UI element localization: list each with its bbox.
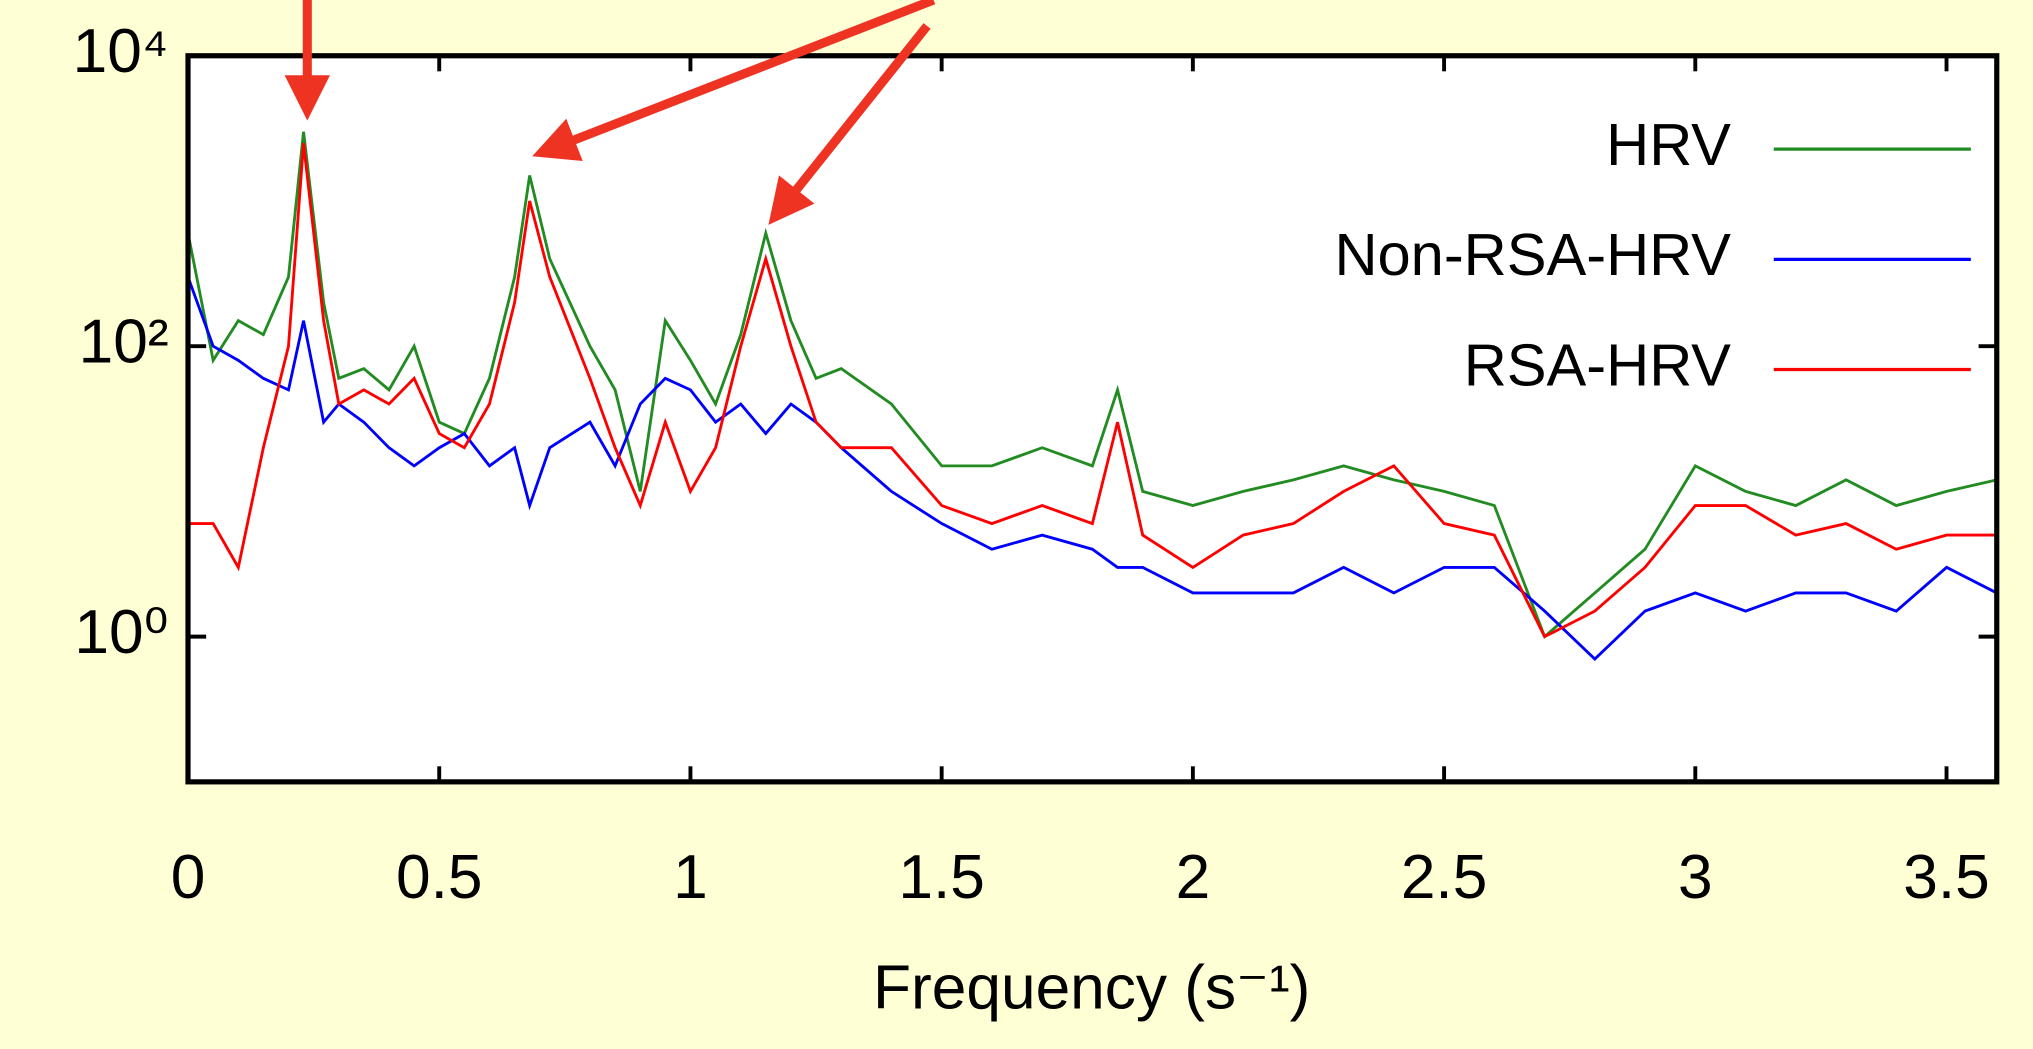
- x-tick-label: 0.5: [396, 843, 483, 912]
- series-line: [186, 276, 1998, 662]
- y-tick-label: 10²: [79, 308, 169, 377]
- x-tick-label: 0: [171, 843, 206, 912]
- legend-label: HRV: [1606, 111, 1731, 178]
- x-tick-label: 3: [1678, 843, 1713, 912]
- x-tick-label: 2: [1176, 843, 1211, 912]
- x-tick-label: 2.5: [1401, 843, 1488, 912]
- x-tick-label: 1.5: [898, 843, 985, 912]
- annotation-arrow: [532, 0, 936, 161]
- plot-root: Frequency (s⁻¹) 0 0.5 1 1.5 2 2.5 3 3.5 10⁰ 10² 10…: [73, 0, 2000, 1022]
- y-tick-label: 10⁰: [74, 598, 168, 667]
- series-line: [186, 131, 1998, 640]
- plot-frame: [185, 53, 2000, 785]
- legend-label: Non-RSA-HRV: [1334, 221, 1731, 288]
- y-tick-label: 10⁴: [73, 17, 169, 86]
- x-tick-label: 1: [673, 843, 708, 912]
- x-axis-label: Frequency (s⁻¹): [873, 953, 1310, 1022]
- legend-label: RSA-HRV: [1464, 331, 1731, 398]
- series-line: [188, 142, 1997, 639]
- x-tick-label: 3.5: [1903, 843, 1990, 912]
- annotation-arrow: [768, 23, 931, 225]
- plot-area: [188, 55, 1997, 782]
